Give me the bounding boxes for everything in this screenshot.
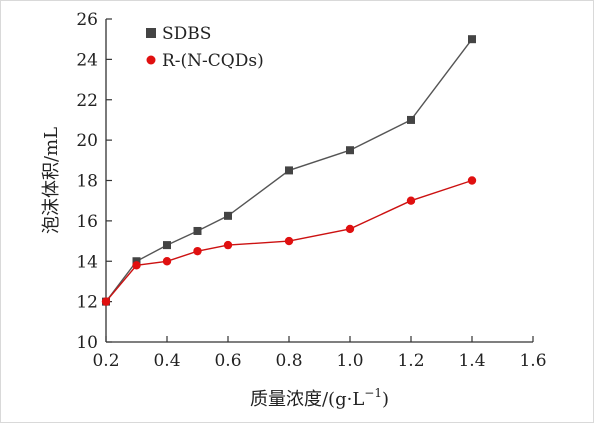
legend-marker-square <box>146 28 156 38</box>
data-point <box>468 35 476 44</box>
data-point <box>193 226 202 235</box>
x-axis-title-main: 质量浓度/(g·L <box>250 389 364 410</box>
data-point <box>345 224 355 234</box>
x-tick-label: 1.4 <box>458 351 485 371</box>
x-tick-label: 0.6 <box>214 351 241 371</box>
x-tick-label: 1.0 <box>336 351 363 371</box>
series-sdbs <box>102 35 476 306</box>
data-point <box>285 166 293 175</box>
y-axis-title: 泡沫体积/mL <box>41 127 62 234</box>
plot-area <box>101 35 477 306</box>
data-point <box>224 211 232 220</box>
data-point <box>162 257 172 266</box>
legend-label: SDBS <box>162 24 211 44</box>
legend-marker-circle <box>146 55 156 65</box>
data-point <box>193 246 202 256</box>
y-tick-label: 16 <box>76 212 98 232</box>
data-point <box>346 146 354 155</box>
x-tick-label: 1.6 <box>519 351 546 371</box>
data-point <box>132 261 141 270</box>
y-tick-label: 14 <box>76 252 98 272</box>
y-tick-label: 12 <box>76 293 98 313</box>
y-tick-label: 26 <box>76 10 98 30</box>
legend: SDBS R-(N-CQDs) <box>146 24 264 71</box>
y-tick-label: 22 <box>76 91 98 111</box>
data-point <box>407 115 415 124</box>
y-tick-label: 10 <box>76 333 98 353</box>
data-point <box>163 241 171 250</box>
x-tick-label: 0.4 <box>153 351 180 371</box>
data-point <box>406 196 416 205</box>
y-tick-label: 20 <box>76 131 98 151</box>
x-tick-label: 0.8 <box>275 351 302 371</box>
data-point <box>284 236 294 246</box>
y-tick-label: 18 <box>76 172 98 192</box>
legend-label: R-(N-CQDs) <box>162 51 264 71</box>
x-axis-title-superscript: −1 <box>364 386 382 400</box>
x-axis-title-suffix: ) <box>382 389 389 410</box>
data-point <box>223 240 233 250</box>
data-point <box>467 176 477 185</box>
y-tick-label: 24 <box>76 50 98 70</box>
x-tick-label: 1.2 <box>397 351 424 371</box>
axes: 10 12 14 16 18 20 22 24 26 0.2 0.4 0.6 0.8 1.0 1.2 1.4 1… <box>76 10 546 371</box>
series-r-n-cqds <box>101 176 477 306</box>
data-point <box>101 297 111 306</box>
x-tick-label: 0.2 <box>92 351 119 371</box>
x-axis-title: 质量浓度/(g·L−1) <box>250 386 389 410</box>
